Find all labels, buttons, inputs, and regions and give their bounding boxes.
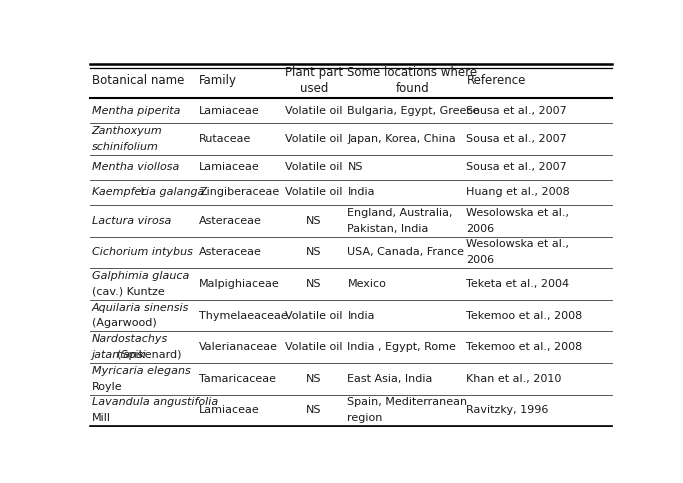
Text: Japan, Korea, China: Japan, Korea, China (348, 134, 456, 144)
Text: Cichorium intybus: Cichorium intybus (92, 247, 193, 257)
Text: (Spikenard): (Spikenard) (117, 350, 182, 360)
Text: NS: NS (348, 162, 363, 172)
Text: Some locations where
found: Some locations where found (348, 66, 477, 95)
Text: Huang et al., 2008: Huang et al., 2008 (466, 187, 570, 198)
Text: Zanthoxyum: Zanthoxyum (92, 126, 163, 136)
Text: region: region (348, 413, 382, 423)
Text: Malpighiaceae: Malpighiaceae (199, 279, 280, 289)
Text: Spain, Mediterranean: Spain, Mediterranean (348, 398, 468, 408)
Text: Volatile oil: Volatile oil (285, 162, 343, 172)
Text: Tekemoo et al., 2008: Tekemoo et al., 2008 (466, 311, 583, 321)
Text: Asteraceae: Asteraceae (199, 247, 262, 257)
Text: Mexico: Mexico (348, 279, 387, 289)
Text: (cav.) Kuntze: (cav.) Kuntze (92, 287, 165, 297)
Text: Pakistan, India: Pakistan, India (348, 224, 429, 234)
Text: Sousa et al., 2007: Sousa et al., 2007 (466, 106, 568, 116)
Text: Sousa et al., 2007: Sousa et al., 2007 (466, 162, 568, 172)
Text: England, Australia,: England, Australia, (348, 208, 453, 218)
Text: Myricaria elegans: Myricaria elegans (92, 366, 191, 376)
Text: Plant part
used: Plant part used (285, 66, 343, 95)
Text: (Agarwood): (Agarwood) (92, 318, 156, 328)
Text: NS: NS (306, 216, 322, 226)
Text: Tamaricaceae: Tamaricaceae (199, 374, 276, 384)
Text: NS: NS (306, 279, 322, 289)
Text: NS: NS (306, 405, 322, 415)
Text: Botanical name: Botanical name (92, 74, 184, 87)
Text: Sousa et al., 2007: Sousa et al., 2007 (466, 134, 568, 144)
Text: Mentha piperita: Mentha piperita (92, 106, 180, 116)
Text: NS: NS (306, 374, 322, 384)
Text: Thymelaeaceae: Thymelaeaceae (199, 311, 288, 321)
Text: Khan et al., 2010: Khan et al., 2010 (466, 374, 562, 384)
Text: Zingiberaceae: Zingiberaceae (199, 187, 279, 198)
Text: Reference: Reference (466, 74, 526, 87)
Text: Volatile oil: Volatile oil (285, 342, 343, 352)
Text: Wesolowska et al.,: Wesolowska et al., (466, 208, 570, 218)
Text: Lavandula angustifolia: Lavandula angustifolia (92, 398, 218, 408)
Text: Lamiaceae: Lamiaceae (199, 405, 260, 415)
Text: India , Egypt, Rome: India , Egypt, Rome (348, 342, 456, 352)
Text: Lamiaceae: Lamiaceae (199, 162, 260, 172)
Text: Mill: Mill (92, 413, 111, 423)
Text: Nardostachys: Nardostachys (92, 334, 168, 344)
Text: India: India (348, 187, 375, 198)
Text: Volatile oil: Volatile oil (285, 187, 343, 198)
Text: Volatile oil: Volatile oil (285, 134, 343, 144)
Text: Mentha viollosa: Mentha viollosa (92, 162, 179, 172)
Text: Lamiaceae: Lamiaceae (199, 106, 260, 116)
Text: Family: Family (199, 74, 237, 87)
Text: Valerianaceae: Valerianaceae (199, 342, 278, 352)
Text: India: India (348, 311, 375, 321)
Text: Volatile oil: Volatile oil (285, 106, 343, 116)
Text: Wesolowska et al.,: Wesolowska et al., (466, 240, 570, 249)
Text: Volatile oil: Volatile oil (285, 311, 343, 321)
Text: Royle: Royle (92, 382, 122, 392)
Text: USA, Canada, France: USA, Canada, France (348, 247, 464, 257)
Text: Tekemoo et al., 2008: Tekemoo et al., 2008 (466, 342, 583, 352)
Text: schinifolium: schinifolium (92, 142, 158, 152)
Text: Aquilaria sinensis: Aquilaria sinensis (92, 303, 189, 313)
Text: Ravitzky, 1996: Ravitzky, 1996 (466, 405, 549, 415)
Text: jatamansi: jatamansi (92, 350, 150, 360)
Text: Bulgaria, Egypt, Greece: Bulgaria, Egypt, Greece (348, 106, 479, 116)
Text: 2006: 2006 (466, 255, 494, 265)
Text: Asteraceae: Asteraceae (199, 216, 262, 226)
Text: Galphimia glauca: Galphimia glauca (92, 271, 189, 281)
Text: Teketa et al., 2004: Teketa et al., 2004 (466, 279, 570, 289)
Text: NS: NS (306, 247, 322, 257)
Text: L: L (137, 187, 148, 198)
Text: Kaempferia galanga: Kaempferia galanga (92, 187, 204, 198)
Text: Lactura virosa: Lactura virosa (92, 216, 171, 226)
Text: East Asia, India: East Asia, India (348, 374, 433, 384)
Text: 2006: 2006 (466, 224, 494, 234)
Text: Rutaceae: Rutaceae (199, 134, 251, 144)
